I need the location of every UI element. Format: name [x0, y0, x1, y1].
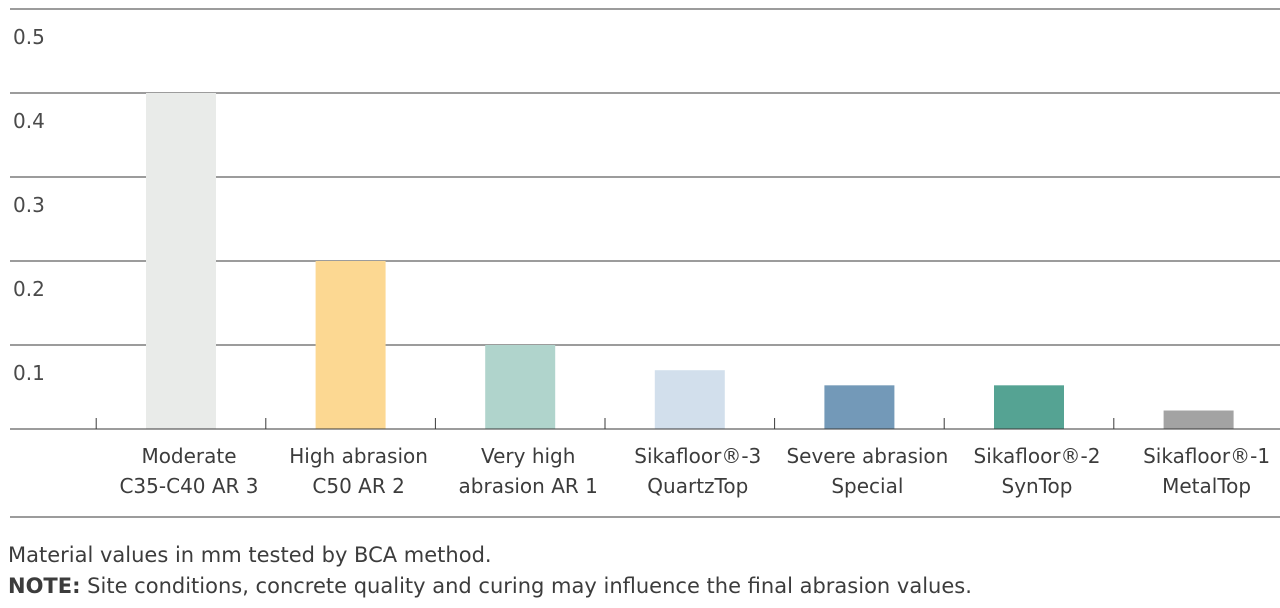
category-label: Sikafloor®-2 SynTop [974, 444, 1101, 498]
bar [485, 345, 556, 429]
category-label: High abrasion C50 AR 2 [289, 444, 428, 498]
bar [1163, 410, 1234, 429]
note-label: NOTE: [8, 574, 81, 598]
bars [146, 93, 1234, 429]
category-label: Sikafloor®-1 MetalTop [1143, 444, 1270, 498]
bar [824, 385, 895, 429]
y-tick-label: 0.2 [13, 277, 45, 301]
category-labels: Moderate C35-C40 AR 3 High abrasion C50 AR … [119, 444, 1270, 498]
category-label: Very high abrasion AR 1 [459, 444, 598, 498]
bar [994, 385, 1064, 429]
category-label: Severe abrasion Special [786, 444, 948, 498]
category-label: Moderate C35-C40 AR 3 [119, 444, 258, 498]
y-tick-label: 0.1 [13, 361, 45, 385]
category-label: Sikafloor®-3 QuartzTop [634, 444, 761, 498]
grid-lines [10, 8, 1280, 346]
y-tick-label: 0.5 [13, 25, 45, 49]
bar [315, 261, 386, 429]
note-text: Site conditions, concrete quality and cu… [80, 574, 972, 598]
bar-chart: 0.1 0.2 0.3 0.4 0.5 Moderate C35-C40 AR 3 High… [10, 8, 1280, 518]
y-tick-label: 0.4 [13, 109, 45, 133]
y-tick-label: 0.3 [13, 193, 45, 217]
y-axis-tick-labels: 0.1 0.2 0.3 0.4 0.5 [13, 25, 45, 385]
x-axis [10, 418, 1280, 518]
footnote-note: NOTE: Site conditions, concrete quality … [8, 571, 972, 602]
bar [654, 370, 725, 429]
footnote-method: Material values in mm tested by BCA meth… [8, 543, 492, 567]
footnote: Material values in mm tested by BCA meth… [8, 540, 972, 602]
bar [146, 93, 216, 429]
